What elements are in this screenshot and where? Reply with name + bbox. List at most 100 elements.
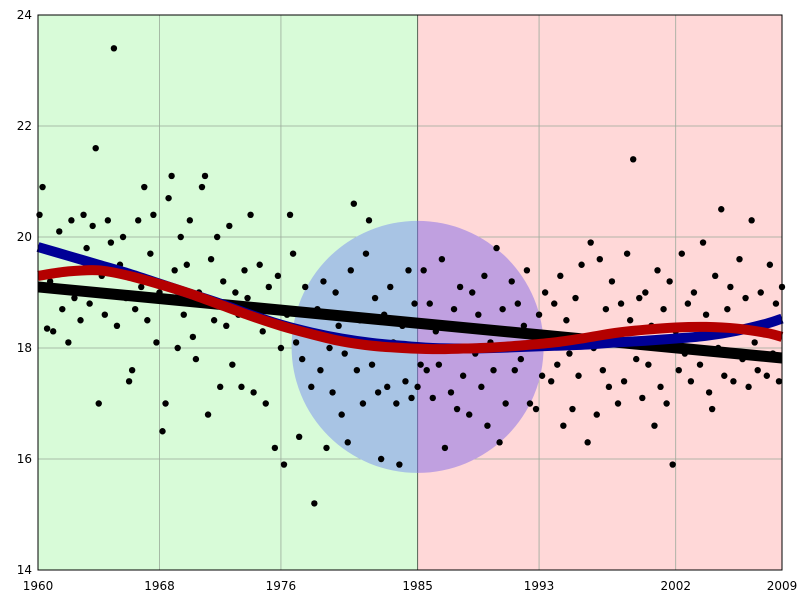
data-point-61 xyxy=(220,278,227,285)
data-point-177 xyxy=(572,294,579,302)
data-point-231 xyxy=(736,256,743,263)
data-point-5 xyxy=(49,328,57,335)
data-point-130 xyxy=(429,394,436,402)
data-point-215 xyxy=(687,378,695,385)
x-tick-label: 1976 xyxy=(266,579,297,593)
data-point-204 xyxy=(654,267,661,274)
data-point-132 xyxy=(435,361,443,368)
data-point-243 xyxy=(772,300,780,307)
data-point-28 xyxy=(119,233,127,241)
data-point-193 xyxy=(620,378,628,385)
data-point-225 xyxy=(718,206,725,213)
data-point-33 xyxy=(135,217,142,224)
data-point-191 xyxy=(614,400,622,407)
data-point-68 xyxy=(241,267,248,274)
y-tick-label: 16 xyxy=(17,452,32,466)
data-point-7 xyxy=(56,228,63,235)
data-point-83 xyxy=(286,211,294,218)
data-point-212 xyxy=(678,250,685,257)
data-point-115 xyxy=(384,383,391,391)
data-point-81 xyxy=(280,461,288,468)
data-point-166 xyxy=(538,372,546,379)
data-point-91 xyxy=(311,500,318,507)
data-point-99 xyxy=(335,322,342,329)
data-point-14 xyxy=(77,317,84,324)
data-point-12 xyxy=(71,294,78,302)
data-point-129 xyxy=(426,300,433,307)
data-point-223 xyxy=(711,272,719,280)
data-point-126 xyxy=(417,361,424,368)
data-point-97 xyxy=(329,389,336,396)
data-point-30 xyxy=(125,378,133,385)
data-point-20 xyxy=(95,400,102,407)
data-point-164 xyxy=(532,405,540,413)
data-point-25 xyxy=(110,45,118,52)
y-tick-label: 24 xyxy=(17,8,32,22)
data-point-107 xyxy=(359,400,367,407)
data-point-43 xyxy=(165,194,172,202)
data-point-98 xyxy=(332,289,339,296)
x-tick-label: 1960 xyxy=(23,579,54,593)
data-point-220 xyxy=(702,311,710,318)
data-point-148 xyxy=(484,422,491,429)
data-point-79 xyxy=(274,272,282,280)
data-point-237 xyxy=(754,367,761,374)
data-point-142 xyxy=(466,411,473,418)
data-point-228 xyxy=(727,283,734,291)
data-point-95 xyxy=(323,444,330,452)
data-point-172 xyxy=(557,272,564,280)
data-point-151 xyxy=(493,244,500,252)
data-point-67 xyxy=(238,383,245,391)
data-point-176 xyxy=(569,405,576,413)
data-point-222 xyxy=(708,405,716,413)
data-point-19 xyxy=(92,145,99,152)
data-point-59 xyxy=(213,233,221,241)
data-point-192 xyxy=(617,300,625,307)
data-point-62 xyxy=(223,322,230,329)
data-point-184 xyxy=(593,411,600,418)
data-point-119 xyxy=(396,461,403,468)
data-point-221 xyxy=(705,389,713,396)
data-point-31 xyxy=(128,367,136,374)
data-point-74 xyxy=(259,328,266,335)
data-point-80 xyxy=(277,344,285,352)
data-point-194 xyxy=(623,250,631,257)
data-point-240 xyxy=(763,372,771,379)
data-point-48 xyxy=(180,311,187,318)
data-point-134 xyxy=(441,444,449,452)
data-point-108 xyxy=(362,250,370,257)
trend-curves xyxy=(36,242,784,364)
data-point-70 xyxy=(247,211,254,218)
data-point-127 xyxy=(420,267,427,274)
data-point-24 xyxy=(107,239,115,246)
data-point-26 xyxy=(113,322,121,329)
linear-trend-line xyxy=(37,281,783,364)
data-point-104 xyxy=(350,200,358,207)
data-point-1 xyxy=(39,183,46,191)
data-point-111 xyxy=(371,294,379,302)
data-point-143 xyxy=(469,289,476,296)
y-axis-ticks: 14 16 18 20 22 24 xyxy=(17,8,32,577)
data-point-216 xyxy=(690,289,698,296)
data-point-23 xyxy=(104,217,112,224)
data-point-60 xyxy=(217,383,224,391)
data-point-207 xyxy=(663,400,670,407)
data-point-112 xyxy=(374,389,382,396)
data-point-244 xyxy=(775,378,783,385)
data-point-133 xyxy=(438,256,446,263)
data-point-58 xyxy=(210,317,218,324)
red-fit-curve xyxy=(37,265,784,355)
data-point-197 xyxy=(633,355,640,363)
data-point-87 xyxy=(298,355,306,363)
data-point-179 xyxy=(578,261,585,268)
data-point-219 xyxy=(699,239,707,246)
y-tick-label: 14 xyxy=(17,563,32,577)
data-point-109 xyxy=(365,217,373,224)
data-point-84 xyxy=(289,250,297,257)
data-point-93 xyxy=(317,367,324,374)
data-point-71 xyxy=(250,389,257,396)
data-point-128 xyxy=(423,367,430,374)
x-tick-label: 1985 xyxy=(402,579,433,593)
data-point-46 xyxy=(174,344,181,352)
data-point-241 xyxy=(766,261,774,268)
